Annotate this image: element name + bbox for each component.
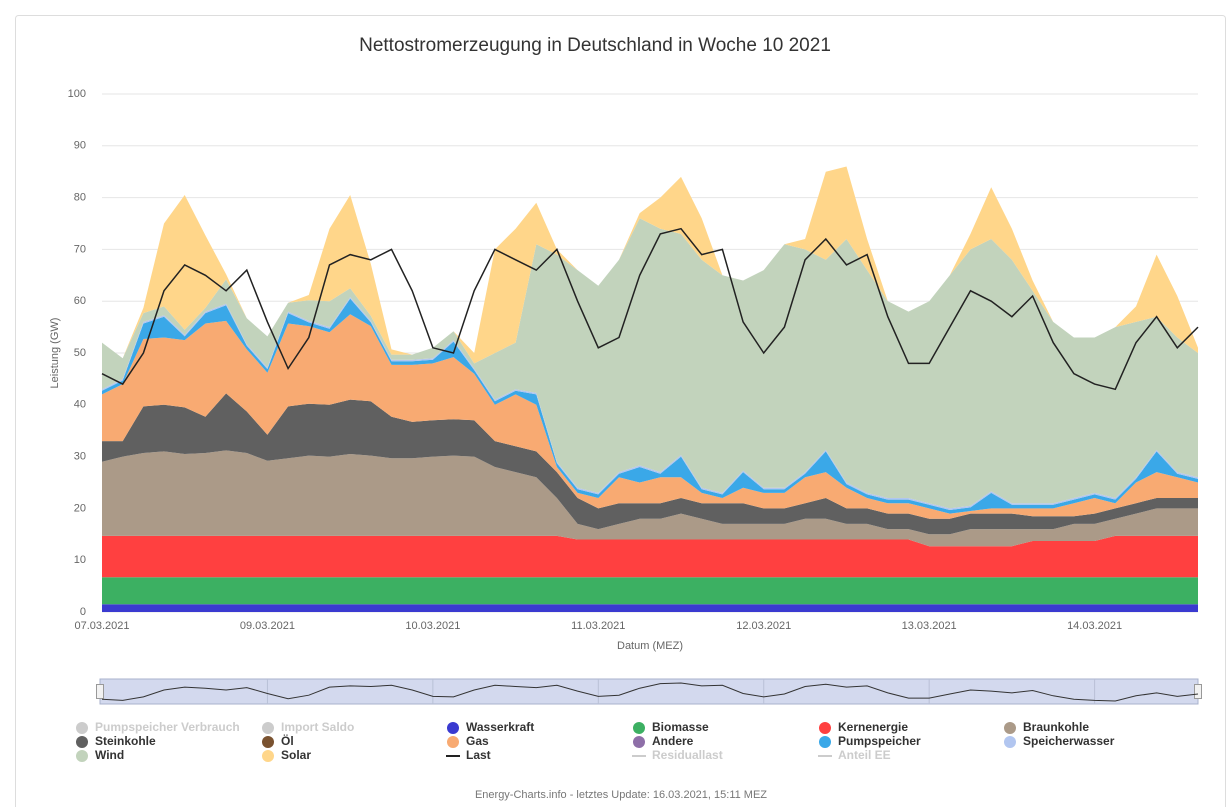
x-tick-label: 09.03.2021 xyxy=(240,620,295,632)
y-axis-title: Leistung (GW) xyxy=(49,318,61,389)
y-tick-label: 50 xyxy=(74,347,86,359)
legend-symbol[interactable] xyxy=(262,750,274,762)
legend-label[interactable]: Pumpspeicher Verbrauch xyxy=(95,720,240,734)
area-8 xyxy=(102,314,1198,519)
legend-label[interactable]: Steinkohle xyxy=(95,734,156,748)
y-tick-label: 30 xyxy=(74,451,86,463)
navigator-handle-left[interactable] xyxy=(96,684,104,699)
area-10 xyxy=(102,298,1198,514)
legend-label[interactable]: Last xyxy=(466,748,491,762)
legend-label[interactable]: Braunkohle xyxy=(1023,720,1089,734)
legend-label[interactable]: Solar xyxy=(281,748,311,762)
legend-label[interactable]: Residuallast xyxy=(652,748,723,762)
area-6 xyxy=(102,393,1198,535)
legend-symbol[interactable] xyxy=(262,722,274,734)
legend-label[interactable]: Kernenergie xyxy=(838,720,908,734)
legend-symbol[interactable] xyxy=(633,722,645,734)
legend-label[interactable]: Öl xyxy=(281,733,294,748)
legend-label[interactable]: Wind xyxy=(95,748,124,762)
y-tick-label: 10 xyxy=(74,554,86,566)
y-tick-label: 20 xyxy=(74,502,86,514)
x-tick-label: 13.03.2021 xyxy=(902,620,957,632)
x-tick-label: 12.03.2021 xyxy=(736,620,791,632)
area-2 xyxy=(102,604,1198,612)
area-13 xyxy=(102,166,1198,364)
area-4 xyxy=(102,535,1198,578)
area-5 xyxy=(102,450,1198,547)
y-tick-label: 80 xyxy=(74,192,86,204)
y-tick-label: 70 xyxy=(74,243,86,255)
legend-symbol[interactable] xyxy=(76,722,88,734)
x-tick-label: 07.03.2021 xyxy=(74,620,129,632)
chart-title: Nettostromerzeugung in Deutschland in Wo… xyxy=(359,35,831,56)
legend-label[interactable]: Wasserkraft xyxy=(466,720,534,734)
legend-symbol[interactable] xyxy=(447,722,459,734)
legend-symbol[interactable] xyxy=(76,750,88,762)
footer: Energy-Charts.info - letztes Update: 16.… xyxy=(475,789,767,801)
legend-symbol[interactable] xyxy=(1004,736,1016,748)
legend-label[interactable]: Import Saldo xyxy=(281,720,354,734)
legend-label[interactable]: Gas xyxy=(466,734,489,748)
navigator-handle-right[interactable] xyxy=(1194,684,1202,699)
area-12 xyxy=(102,218,1198,509)
legend-label[interactable]: Pumpspeicher xyxy=(838,734,921,748)
legend-symbol[interactable] xyxy=(76,736,88,748)
legend-symbol[interactable] xyxy=(633,736,645,748)
navigator[interactable] xyxy=(99,678,1199,705)
y-tick-label: 100 xyxy=(68,88,86,100)
legend-label[interactable]: Andere xyxy=(652,734,694,748)
area-3 xyxy=(102,577,1198,605)
legend-symbol[interactable] xyxy=(819,736,831,748)
legend-symbol[interactable] xyxy=(262,736,274,748)
navigator-line xyxy=(101,682,1199,702)
x-tick-label: 10.03.2021 xyxy=(405,620,460,632)
y-tick-label: 90 xyxy=(74,140,86,152)
legend-symbol[interactable] xyxy=(819,722,831,734)
legend-label[interactable]: Biomasse xyxy=(652,720,709,734)
x-tick-label: 11.03.2021 xyxy=(571,620,625,632)
legend-label[interactable]: Anteil EE xyxy=(838,748,891,762)
x-axis-title: Datum (MEZ) xyxy=(617,640,683,652)
legend-symbol[interactable] xyxy=(447,736,459,748)
line-14 xyxy=(101,227,1199,391)
y-tick-label: 0 xyxy=(80,606,86,618)
legend-label[interactable]: Speicherwasser xyxy=(1023,734,1115,748)
legend-symbol[interactable] xyxy=(1004,722,1016,734)
x-tick-label: 14.03.2021 xyxy=(1067,620,1122,632)
y-tick-label: 40 xyxy=(74,399,86,411)
y-tick-label: 60 xyxy=(74,295,86,307)
